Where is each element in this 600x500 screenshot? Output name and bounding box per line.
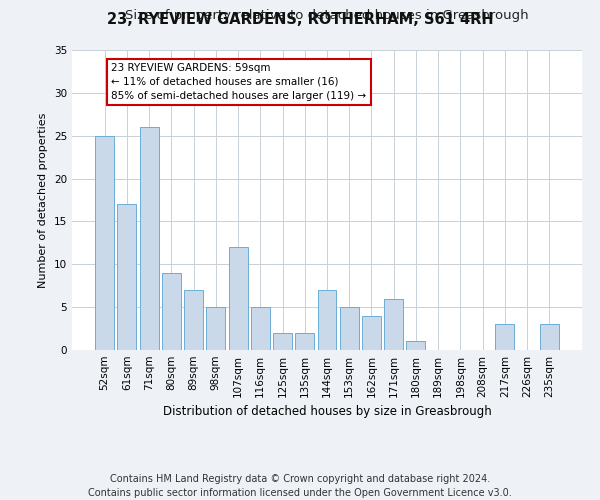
Bar xyxy=(162,273,181,350)
Bar xyxy=(273,333,292,350)
Title: Size of property relative to detached houses in Greasbrough: Size of property relative to detached ho… xyxy=(125,10,529,22)
X-axis label: Distribution of detached houses by size in Greasbrough: Distribution of detached houses by size … xyxy=(163,406,491,418)
Bar xyxy=(406,342,425,350)
Bar xyxy=(295,333,314,350)
Bar xyxy=(340,307,359,350)
Bar xyxy=(317,290,337,350)
Bar xyxy=(540,324,559,350)
Bar xyxy=(496,324,514,350)
Bar xyxy=(384,298,403,350)
Bar xyxy=(118,204,136,350)
Bar xyxy=(251,307,270,350)
Bar xyxy=(95,136,114,350)
Text: 23 RYEVIEW GARDENS: 59sqm
← 11% of detached houses are smaller (16)
85% of semi-: 23 RYEVIEW GARDENS: 59sqm ← 11% of detac… xyxy=(112,63,367,101)
Bar xyxy=(206,307,225,350)
Bar xyxy=(362,316,381,350)
Bar xyxy=(140,127,158,350)
Y-axis label: Number of detached properties: Number of detached properties xyxy=(38,112,49,288)
Text: Contains HM Land Registry data © Crown copyright and database right 2024.
Contai: Contains HM Land Registry data © Crown c… xyxy=(88,474,512,498)
Text: 23, RYEVIEW GARDENS, ROTHERHAM, S61 4RH: 23, RYEVIEW GARDENS, ROTHERHAM, S61 4RH xyxy=(107,12,493,28)
Bar xyxy=(229,247,248,350)
Bar xyxy=(184,290,203,350)
